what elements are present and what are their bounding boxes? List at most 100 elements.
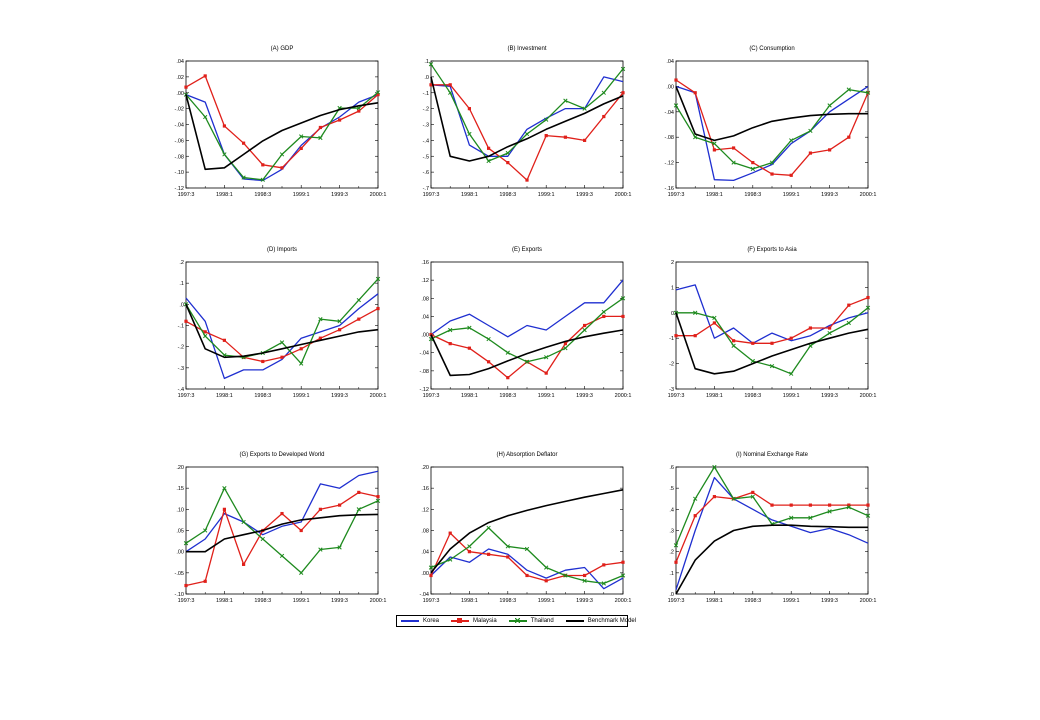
x-marker-stroke bbox=[789, 138, 794, 143]
x-marker-stroke bbox=[620, 66, 626, 72]
y-tick-label: -.04 bbox=[420, 592, 429, 598]
series-line-korea bbox=[675, 85, 869, 182]
x-marker-stroke bbox=[428, 62, 434, 67]
y-tick-label: .0 bbox=[424, 75, 429, 81]
x-marker-stroke bbox=[563, 346, 568, 351]
data-point-malaysia bbox=[770, 503, 774, 507]
panel-title: (I) Nominal Exchange Rate bbox=[736, 452, 809, 458]
x-marker-stroke bbox=[260, 177, 265, 182]
y-tick-label: .1 bbox=[669, 571, 674, 577]
y-tick-label: .20 bbox=[421, 465, 429, 471]
x-tick-label: 1997:3 bbox=[423, 192, 440, 198]
data-point-thailand bbox=[712, 464, 717, 470]
x-tick-label: 1999:1 bbox=[783, 192, 800, 198]
y-tick-label: .0 bbox=[669, 592, 674, 598]
data-point-malaysia bbox=[583, 323, 587, 328]
data-point-malaysia bbox=[674, 78, 678, 82]
data-point-thailand bbox=[356, 105, 361, 111]
series-line-benchmark-model bbox=[185, 303, 379, 359]
data-point-malaysia bbox=[525, 573, 529, 578]
series-line-benchmark-model bbox=[430, 76, 624, 162]
data-point-thailand bbox=[563, 573, 568, 578]
x-tick-label: 1999:1 bbox=[293, 598, 310, 604]
x-marker-stroke bbox=[712, 141, 717, 146]
data-point-thailand bbox=[337, 319, 342, 324]
data-point-malaysia bbox=[563, 342, 567, 346]
y-tick-label: .4 bbox=[669, 507, 674, 513]
data-point-thailand bbox=[375, 498, 381, 504]
data-point-thailand bbox=[318, 547, 323, 552]
y-tick-label: -.1 bbox=[178, 324, 184, 330]
data-point-thailand bbox=[865, 513, 871, 518]
x-marker-stroke bbox=[601, 90, 606, 95]
data-point-thailand bbox=[318, 135, 323, 141]
panel-b-investment: (B) Investment.1.0-.1-.2-.3-.4-.5-.6-.71… bbox=[423, 46, 632, 198]
data-point-thailand bbox=[260, 177, 265, 182]
data-point-thailand bbox=[524, 546, 530, 552]
y-tick-label: .04 bbox=[176, 59, 184, 65]
x-marker-stroke bbox=[486, 158, 491, 164]
x-tick-label: 1998:3 bbox=[499, 192, 516, 198]
y-tick-label: -.10 bbox=[175, 592, 184, 598]
x-marker-stroke bbox=[620, 296, 626, 301]
x-tick-label: 1998:1 bbox=[706, 598, 723, 604]
x-marker-stroke bbox=[241, 519, 246, 525]
data-point-malaysia bbox=[506, 555, 510, 559]
x-marker-stroke bbox=[789, 371, 794, 376]
data-point-thailand bbox=[865, 305, 871, 310]
data-point-thailand bbox=[183, 541, 189, 546]
data-point-malaysia bbox=[808, 503, 812, 507]
legend-item-malaysia: Malaysia bbox=[451, 618, 497, 624]
data-point-thailand bbox=[712, 315, 717, 321]
y-tick-label: -.2 bbox=[423, 107, 429, 113]
x-marker-stroke bbox=[356, 105, 361, 111]
data-point-thailand bbox=[601, 90, 606, 95]
y-tick-label: -.3 bbox=[423, 123, 429, 129]
x-marker-stroke bbox=[750, 358, 755, 364]
x-marker-icon bbox=[514, 618, 520, 623]
y-tick-label: .08 bbox=[421, 529, 429, 535]
x-marker-stroke bbox=[846, 505, 851, 510]
x-marker-stroke bbox=[769, 160, 775, 165]
series-line-thailand bbox=[675, 88, 869, 170]
data-point-thailand bbox=[505, 544, 510, 549]
data-point-thailand bbox=[601, 581, 606, 586]
x-marker-stroke bbox=[750, 494, 755, 499]
x-marker-stroke bbox=[505, 350, 510, 355]
y-tick-label: -.2 bbox=[178, 345, 184, 351]
data-point-malaysia bbox=[602, 314, 606, 319]
series-line-thailand bbox=[430, 63, 624, 162]
y-tick-label: -.08 bbox=[665, 135, 674, 141]
y-tick-label: .00 bbox=[421, 571, 429, 577]
x-marker-stroke bbox=[428, 565, 434, 570]
data-point-malaysia bbox=[544, 134, 548, 138]
data-point-malaysia bbox=[357, 317, 361, 321]
data-point-malaysia bbox=[506, 161, 510, 165]
x-tick-label: 1998:1 bbox=[706, 192, 723, 198]
x-marker-stroke bbox=[865, 90, 871, 95]
data-point-malaysia bbox=[184, 583, 188, 588]
x-tick-label: 1997:3 bbox=[423, 598, 440, 604]
x-tick-label: 1998:1 bbox=[216, 192, 233, 198]
data-point-thailand bbox=[505, 350, 510, 355]
data-point-thailand bbox=[524, 359, 530, 364]
y-tick-label: .16 bbox=[421, 260, 429, 266]
series-line-malaysia bbox=[675, 79, 869, 176]
series-line-benchmark-model bbox=[675, 86, 868, 142]
x-marker-stroke bbox=[731, 343, 736, 348]
data-point-malaysia bbox=[376, 306, 380, 311]
x-tick-label: 1998:3 bbox=[254, 192, 271, 198]
x-marker-stroke bbox=[486, 525, 491, 531]
data-point-malaysia bbox=[828, 503, 832, 507]
y-tick-label: -1 bbox=[669, 336, 674, 342]
data-point-thailand bbox=[318, 316, 323, 322]
data-point-malaysia bbox=[203, 74, 207, 78]
x-tick-label: 2000:1 bbox=[370, 598, 387, 604]
data-point-thailand bbox=[544, 117, 549, 122]
y-tick-label: .20 bbox=[176, 465, 184, 471]
y-tick-label: -.04 bbox=[420, 351, 429, 357]
x-tick-label: 1998:1 bbox=[706, 393, 723, 399]
data-point-malaysia bbox=[866, 503, 870, 507]
